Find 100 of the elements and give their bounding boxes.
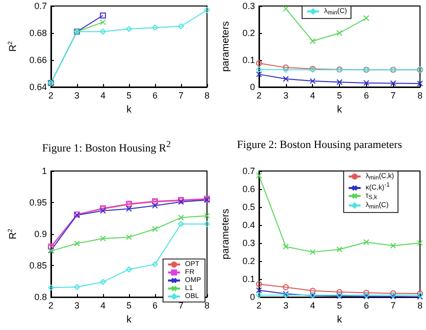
point [336, 289, 342, 296]
y-tick-label: 0.7 [242, 166, 255, 176]
x-tick-label: 3 [283, 90, 288, 100]
point [336, 246, 342, 252]
point [178, 220, 184, 227]
point [256, 71, 262, 78]
y-tick-label: 0.3 [242, 1, 255, 11]
x-tick-label: 6 [364, 300, 369, 311]
point [363, 15, 370, 22]
y-tick-label: 0.1 [242, 55, 255, 65]
x-tick-label: 4 [310, 90, 316, 100]
point [100, 19, 106, 26]
point [310, 249, 316, 256]
point [152, 226, 158, 232]
point [204, 7, 210, 14]
x-tick-label: 2 [48, 300, 54, 311]
point [310, 38, 316, 44]
y-tick-label: 0.2 [242, 256, 255, 266]
y-tick-label: 1 [42, 166, 47, 176]
x-tick-label: 8 [417, 90, 423, 100]
point [152, 24, 158, 31]
y-axis-title: parameters [220, 21, 232, 72]
point [100, 28, 106, 35]
x-tick-label: 6 [152, 300, 158, 311]
y-tick-label: 0.95 [29, 198, 47, 208]
point [100, 12, 106, 18]
point [152, 202, 158, 209]
point [282, 244, 289, 250]
x-tick-label: 4 [100, 300, 106, 311]
x-tick-label: 4 [100, 90, 106, 100]
x-axis-title: k [126, 104, 132, 116]
x-tick-label: 5 [336, 300, 342, 311]
x-tick-label: 8 [417, 300, 423, 311]
y-tick-label: 0.1 [242, 274, 255, 284]
x-tick-label: 3 [283, 300, 288, 311]
y-tick-label: 0.9 [34, 229, 47, 240]
point [256, 172, 262, 179]
y-tick-label: 0.8 [34, 292, 47, 302]
caption: Figure 1: Boston Housing R$^{2}$ [41, 139, 172, 155]
point [363, 290, 370, 296]
y-tick-label: 0 [250, 82, 255, 92]
point [152, 261, 158, 268]
point [363, 80, 370, 86]
y-tick-label: 0.7 [34, 1, 47, 11]
x-tick-label: 7 [178, 300, 184, 311]
x-tick-label: 8 [204, 90, 210, 100]
point [126, 266, 132, 272]
point [256, 287, 262, 294]
y-tick-label: 0.4 [242, 220, 255, 230]
x-axis-title: k [126, 314, 132, 326]
point [310, 78, 316, 84]
point [336, 79, 342, 86]
point [178, 214, 184, 221]
point [74, 284, 80, 290]
caption: Figure 2: Boston Housing parameters [236, 139, 403, 151]
point [126, 26, 132, 32]
point [126, 234, 132, 240]
x-tick-label: 8 [204, 300, 210, 311]
point [256, 292, 262, 298]
point [204, 220, 210, 227]
x-tick-label: 2 [256, 300, 262, 311]
y-tick-label: 0.68 [29, 28, 47, 38]
x-tick-label: 2 [256, 90, 262, 100]
x-tick-label: 4 [310, 300, 316, 311]
x-tick-label: 7 [178, 90, 184, 100]
point [100, 278, 106, 285]
point [126, 206, 132, 212]
x-tick-label: 7 [390, 90, 396, 100]
point [282, 284, 289, 290]
x-tick-label: 3 [74, 300, 80, 311]
point [204, 212, 210, 219]
point [336, 30, 342, 36]
point [310, 288, 316, 294]
x-tick-label: 6 [152, 90, 158, 100]
point [390, 242, 396, 249]
point [282, 6, 289, 12]
x-tick-label: 3 [74, 90, 80, 100]
y-tick-label: 0.3 [242, 238, 255, 248]
point [100, 235, 106, 242]
x-tick-label: 5 [126, 90, 132, 100]
y-tick-label: 0.6 [242, 184, 255, 194]
x-axis-title: k [337, 314, 343, 326]
y-tick-label: 0.5 [242, 202, 255, 212]
x-tick-label: 6 [364, 90, 369, 100]
x-tick-label: 2 [48, 90, 54, 100]
x-tick-label: 5 [126, 300, 132, 311]
y-axis-title: parameters [220, 208, 232, 260]
x-tick-label: 5 [336, 90, 342, 100]
x-axis-title: k [337, 104, 343, 116]
point [74, 240, 80, 247]
y-tick-label: 0.64 [29, 82, 47, 92]
point [48, 284, 54, 291]
y-tick-label: 0 [250, 292, 255, 302]
point [417, 240, 423, 246]
point [390, 80, 396, 86]
y-tick-label: 0.2 [242, 28, 255, 38]
y-tick-label: 0.85 [29, 260, 47, 271]
y-tick-label: 0.66 [29, 55, 47, 65]
point [363, 239, 370, 246]
point [178, 23, 184, 30]
